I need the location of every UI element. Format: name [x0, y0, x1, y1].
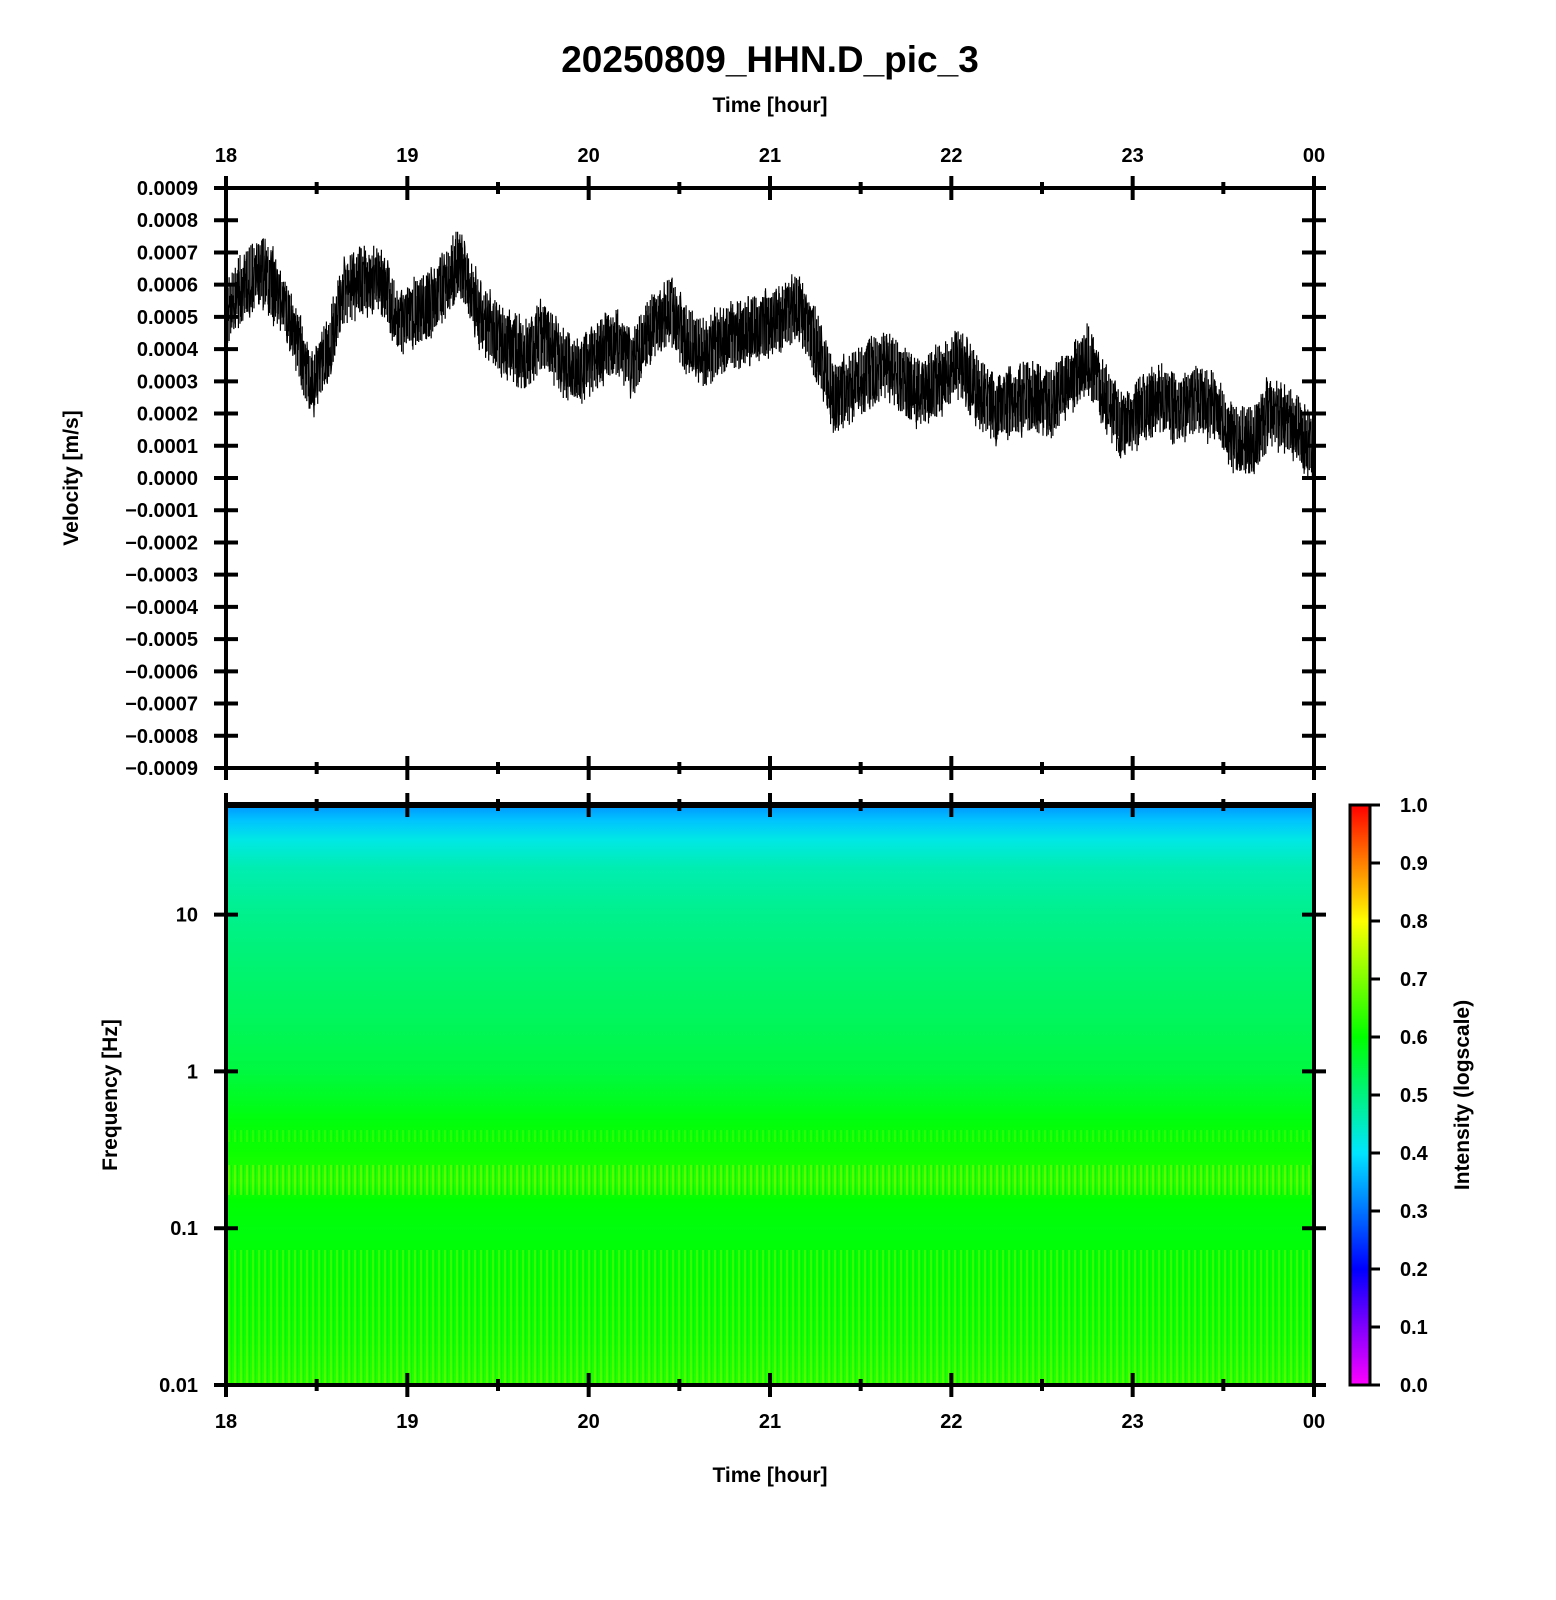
top-x-tick-labels: 18 19 20 21 22 23 00 — [215, 145, 1325, 167]
bottom-x-tick-label: 23 — [1122, 1411, 1144, 1433]
velocity-y-tick-label: 0.0008 — [137, 210, 198, 232]
colorbar-tick-label: 0.9 — [1400, 853, 1428, 875]
velocity-y-tick-label: 0.0005 — [137, 307, 198, 329]
velocity-y-tick-labels: 0.0009 0.0008 0.0007 0.0006 0.0005 0.0004 0.00… — [125, 178, 199, 780]
colorbar-gradient — [1350, 805, 1370, 1385]
velocity-y-tick-label: 0.0000 — [137, 468, 198, 490]
spectrogram-ticks — [214, 793, 1326, 1397]
spectrogram-panel: 10 1 0.1 0.01 18 19 20 21 22 23 00 Frequency [Hz]… — [99, 793, 1326, 1487]
top-x-tick-label: 21 — [759, 145, 781, 167]
spectrogram-band-texture-low — [226, 1130, 1314, 1142]
top-x-tick-label: 00 — [1303, 145, 1325, 167]
colorbar-tick-label: 0.2 — [1400, 1259, 1428, 1281]
velocity-y-tick-label: 0.0001 — [137, 436, 198, 458]
bottom-x-axis-title: Time [hour] — [712, 1464, 827, 1487]
bottom-x-tick-label: 00 — [1303, 1411, 1325, 1433]
velocity-y-tick-label: −0.0004 — [125, 597, 199, 619]
velocity-y-tick-label: 0.0009 — [137, 178, 198, 200]
colorbar-tick-label: 1.0 — [1400, 795, 1428, 817]
bottom-x-tick-label: 18 — [215, 1411, 237, 1433]
bottom-x-tick-labels: 18 19 20 21 22 23 00 — [215, 1411, 1325, 1433]
colorbar-tick-label: 0.3 — [1400, 1201, 1428, 1223]
colorbar-tick-label: 0.6 — [1400, 1027, 1428, 1049]
frequency-y-axis-title: Frequency [Hz] — [99, 1019, 122, 1171]
bottom-x-tick-label: 19 — [396, 1411, 418, 1433]
colorbar: 1.0 0.9 0.8 0.7 0.6 0.5 0.4 0.3 0.2 0.1 0.0 Intens… — [1348, 795, 1474, 1397]
velocity-y-tick-label: −0.0007 — [125, 694, 198, 716]
velocity-y-tick-label: −0.0001 — [125, 500, 198, 522]
velocity-y-tick-label: −0.0005 — [125, 629, 198, 651]
velocity-trace — [225, 231, 1315, 480]
colorbar-tick-label: 0.0 — [1400, 1375, 1428, 1397]
top-x-axis-title: Time [hour] — [712, 94, 827, 117]
velocity-y-tick-label: 0.0007 — [137, 242, 198, 264]
colorbar-tick-label: 0.5 — [1400, 1085, 1428, 1107]
velocity-ticks — [214, 176, 1326, 780]
velocity-series-envelope — [225, 231, 1315, 480]
frequency-y-tick-label: 0.1 — [170, 1218, 198, 1240]
colorbar-tick-label: 0.8 — [1400, 911, 1428, 933]
frequency-y-tick-label: 10 — [176, 905, 198, 927]
bottom-x-tick-label: 22 — [940, 1411, 962, 1433]
velocity-y-axis-title: Velocity [m/s] — [60, 410, 83, 545]
velocity-y-tick-label: −0.0009 — [125, 758, 198, 780]
velocity-y-tick-label: −0.0002 — [125, 532, 198, 554]
top-x-tick-label: 20 — [578, 145, 600, 167]
top-x-tick-label: 22 — [940, 145, 962, 167]
top-x-tick-label: 23 — [1122, 145, 1144, 167]
spectrogram-band-texture — [226, 1165, 1314, 1195]
frequency-y-tick-labels: 10 1 0.1 0.01 — [159, 905, 198, 1397]
velocity-y-tick-label: 0.0002 — [137, 404, 198, 426]
velocity-y-tick-label: −0.0008 — [125, 726, 198, 748]
velocity-y-tick-label: 0.0003 — [137, 371, 198, 393]
chart-title: 20250809_HHN.D_pic_3 — [561, 39, 979, 80]
velocity-panel: 18 19 20 21 22 23 00 0.00090.00080.00070.00060… — [60, 145, 1326, 780]
frequency-y-tick-label: 1 — [187, 1061, 198, 1083]
velocity-y-tick-label: −0.0006 — [125, 661, 198, 683]
velocity-y-tick-label: 0.0004 — [137, 339, 199, 361]
colorbar-tick-label: 0.7 — [1400, 969, 1428, 991]
bottom-x-tick-label: 21 — [759, 1411, 781, 1433]
colorbar-tick-label: 0.4 — [1400, 1143, 1429, 1165]
velocity-y-tick-label: −0.0003 — [125, 565, 198, 587]
colorbar-tick-label: 0.1 — [1400, 1317, 1428, 1339]
velocity-y-tick-label: 0.0006 — [137, 275, 198, 297]
top-x-tick-label: 19 — [396, 145, 418, 167]
colorbar-title: Intensity (logscale) — [1451, 1000, 1474, 1190]
frequency-y-tick-label: 0.01 — [159, 1375, 198, 1397]
colorbar-ticks: 1.0 0.9 0.8 0.7 0.6 0.5 0.4 0.3 0.2 0.1 0.0 — [1370, 795, 1429, 1397]
bottom-x-tick-label: 20 — [578, 1411, 600, 1433]
spectrogram-low-frequency-texture — [226, 1250, 1314, 1385]
top-x-tick-label: 18 — [215, 145, 237, 167]
